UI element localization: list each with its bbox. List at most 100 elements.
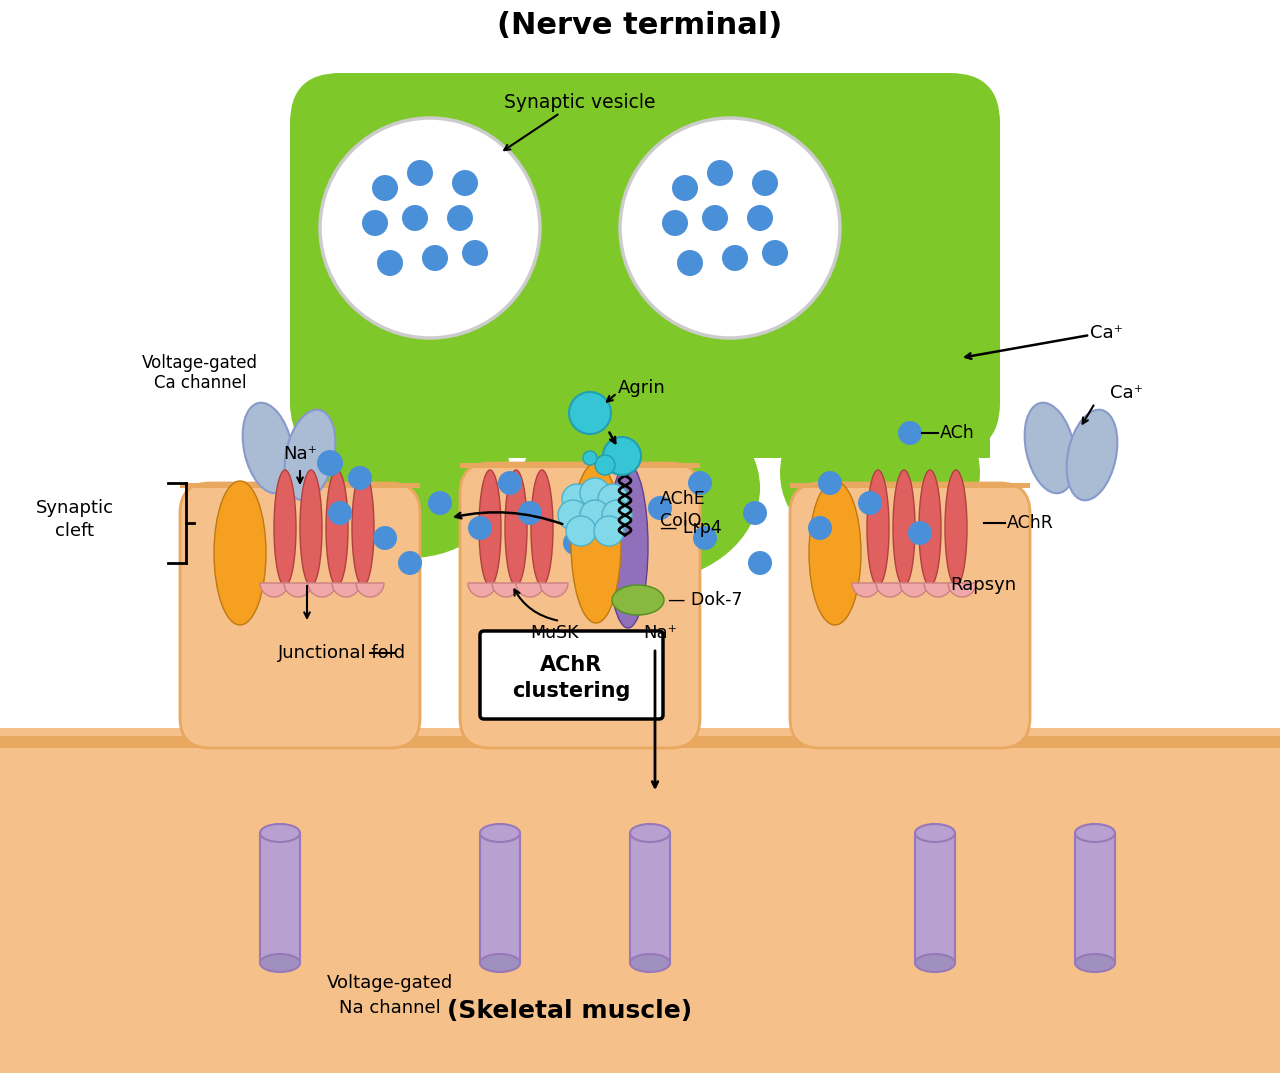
FancyBboxPatch shape (460, 464, 700, 748)
Ellipse shape (479, 470, 500, 586)
Text: cleft: cleft (55, 521, 95, 540)
Text: Ca⁺: Ca⁺ (1091, 324, 1123, 342)
Ellipse shape (310, 388, 509, 558)
Bar (630, 833, 669, 962)
Text: clustering: clustering (512, 681, 630, 701)
Circle shape (518, 501, 541, 525)
Ellipse shape (893, 470, 915, 586)
Bar (260, 833, 300, 962)
Bar (0, 736, 1280, 748)
Ellipse shape (608, 464, 648, 628)
Circle shape (672, 175, 698, 201)
Text: (Skeletal muscle): (Skeletal muscle) (448, 999, 692, 1023)
Circle shape (689, 471, 712, 495)
Circle shape (468, 516, 492, 540)
Circle shape (692, 526, 717, 550)
Circle shape (348, 466, 372, 490)
FancyBboxPatch shape (180, 483, 420, 748)
Ellipse shape (630, 954, 669, 972)
Ellipse shape (260, 954, 300, 972)
Wedge shape (540, 583, 568, 597)
Circle shape (753, 170, 778, 196)
Circle shape (762, 240, 788, 266)
Wedge shape (900, 583, 928, 597)
FancyBboxPatch shape (790, 483, 1030, 748)
Text: AChE: AChE (660, 490, 705, 508)
Wedge shape (284, 583, 312, 597)
Circle shape (899, 421, 922, 445)
Ellipse shape (531, 470, 553, 586)
Text: Rapsyn: Rapsyn (950, 576, 1016, 594)
Circle shape (570, 392, 611, 433)
Text: Na channel: Na channel (339, 999, 440, 1017)
Wedge shape (516, 583, 544, 597)
Text: MuSK: MuSK (531, 624, 580, 642)
Circle shape (602, 500, 632, 530)
Ellipse shape (630, 824, 669, 842)
Ellipse shape (260, 824, 300, 842)
Circle shape (317, 450, 343, 476)
Text: Na⁺: Na⁺ (283, 445, 317, 464)
Ellipse shape (214, 481, 266, 624)
Ellipse shape (1066, 410, 1117, 500)
Circle shape (320, 118, 540, 338)
Circle shape (742, 501, 767, 525)
Bar (480, 833, 520, 962)
Circle shape (378, 250, 403, 276)
Circle shape (562, 484, 591, 514)
Text: Junctional fold: Junctional fold (278, 644, 406, 662)
Circle shape (598, 484, 628, 514)
Circle shape (580, 477, 611, 508)
Circle shape (582, 451, 596, 465)
Circle shape (722, 245, 748, 271)
Ellipse shape (520, 393, 760, 583)
Ellipse shape (915, 954, 955, 972)
Text: AChR: AChR (1007, 514, 1053, 532)
Ellipse shape (945, 470, 966, 586)
Ellipse shape (243, 402, 293, 494)
Circle shape (858, 491, 882, 515)
Circle shape (566, 516, 596, 546)
Circle shape (648, 496, 672, 520)
Wedge shape (332, 583, 360, 597)
Circle shape (452, 170, 477, 196)
Text: Ca⁺: Ca⁺ (1110, 384, 1143, 402)
Circle shape (677, 250, 703, 276)
Ellipse shape (284, 410, 335, 500)
Bar (460, 464, 700, 468)
FancyBboxPatch shape (291, 73, 1000, 453)
Ellipse shape (506, 470, 527, 586)
Ellipse shape (352, 470, 374, 586)
Ellipse shape (480, 824, 520, 842)
Text: Synaptic: Synaptic (36, 499, 114, 517)
Wedge shape (308, 583, 335, 597)
Ellipse shape (1075, 954, 1115, 972)
Text: AChR: AChR (540, 655, 602, 675)
Circle shape (422, 245, 448, 271)
Ellipse shape (1025, 402, 1075, 494)
Text: Synaptic vesicle: Synaptic vesicle (504, 93, 655, 113)
Text: (Nerve terminal): (Nerve terminal) (498, 11, 782, 40)
Circle shape (398, 552, 422, 575)
Circle shape (558, 500, 588, 530)
Circle shape (818, 471, 842, 495)
Wedge shape (356, 583, 384, 597)
Bar (915, 833, 955, 962)
Text: — Dok-7: — Dok-7 (668, 591, 742, 609)
Ellipse shape (915, 824, 955, 842)
Text: Ca channel: Ca channel (154, 374, 246, 392)
Circle shape (407, 160, 433, 186)
Text: — Lrp4: — Lrp4 (660, 519, 722, 536)
Circle shape (328, 501, 352, 525)
Bar (0, 743, 1280, 1073)
Bar (310, 388, 989, 458)
Circle shape (447, 205, 474, 231)
Text: Voltage-gated: Voltage-gated (326, 974, 453, 993)
Wedge shape (876, 583, 904, 597)
Bar (1075, 833, 1115, 962)
Circle shape (808, 516, 832, 540)
Wedge shape (260, 583, 288, 597)
Circle shape (594, 516, 625, 546)
Text: ACh: ACh (940, 424, 975, 442)
Ellipse shape (780, 388, 980, 558)
